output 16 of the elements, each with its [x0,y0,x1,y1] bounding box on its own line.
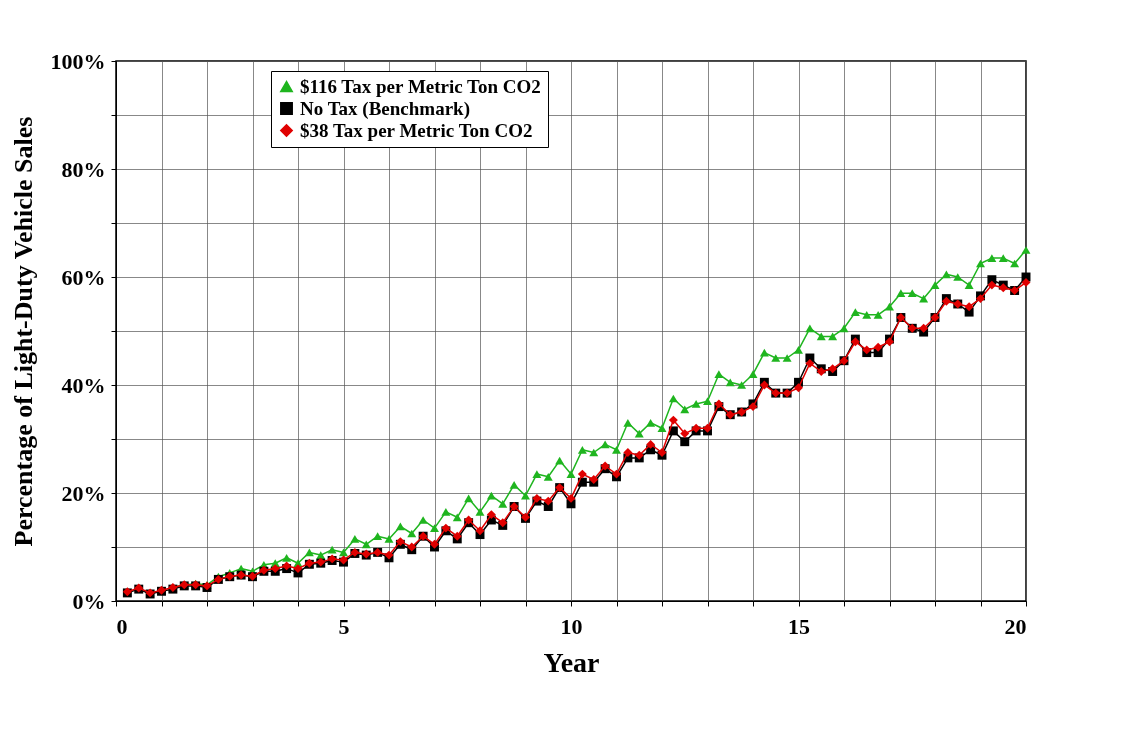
x-tick-label: 5 [338,613,350,639]
legend-label: No Tax (Benchmark) [300,97,470,120]
x-tick-label: 20 [1004,613,1027,639]
x-tick-label: 15 [788,613,810,639]
y-tick-label: 0% [72,588,106,614]
y-tick-label: 100% [50,48,106,74]
legend-label: $116 Tax per Metric Ton CO2 [300,75,541,97]
x-tick-label: 10 [560,613,583,639]
y-tick-label: 80% [61,156,106,182]
y-tick-label: 40% [61,372,106,398]
y-tick-label: 20% [61,480,106,506]
y-tick-label: 60% [61,264,106,290]
x-axis-title: Year [543,646,600,678]
y-axis-title: Percentage of Light-Duty Vehicle Sales [8,116,38,547]
x-tick-label: 0 [116,613,128,639]
legend-label: $38 Tax per Metric Ton CO2 [300,119,533,141]
